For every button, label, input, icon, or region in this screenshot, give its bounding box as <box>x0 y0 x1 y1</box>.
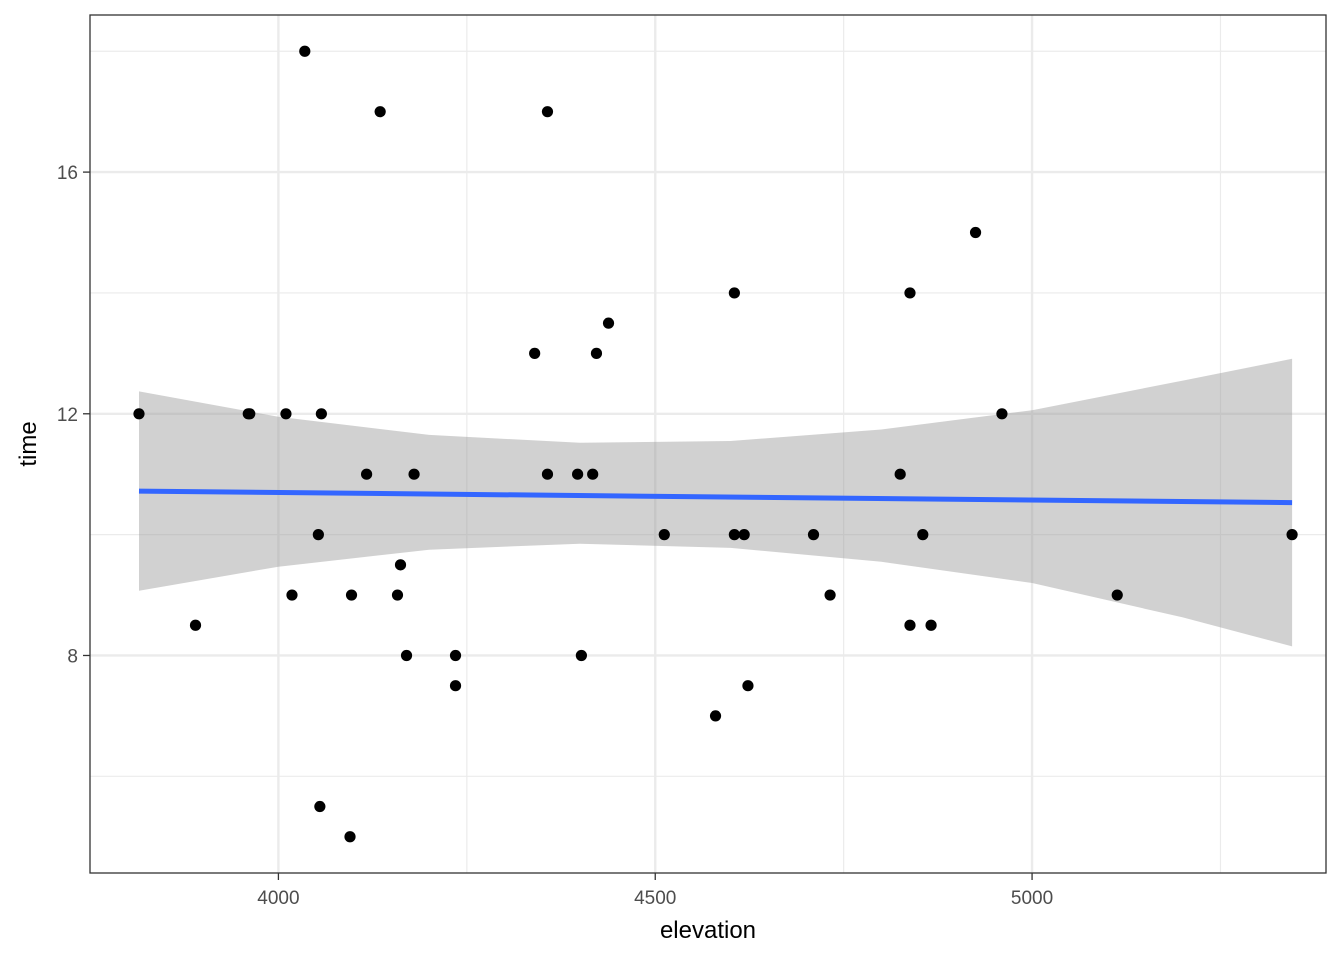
data-point-39 <box>917 529 929 541</box>
data-point-41 <box>969 226 982 239</box>
data-point-43 <box>1111 589 1123 601</box>
data-point-0 <box>133 408 145 420</box>
y-axis: 8 12 16 <box>57 163 90 667</box>
y-axis-title: time <box>15 421 42 466</box>
data-point-20 <box>529 347 541 359</box>
y-tick-label-2: 16 <box>57 163 78 184</box>
data-point-3 <box>244 408 256 420</box>
data-point-10 <box>344 831 356 843</box>
major-gridlines <box>90 15 1326 873</box>
data-point-6 <box>299 45 311 57</box>
x-axis-title: elevation <box>660 917 756 944</box>
data-point-30 <box>728 287 740 299</box>
data-point-38 <box>904 619 916 631</box>
data-point-26 <box>590 347 603 359</box>
minor-gridlines <box>90 15 1326 873</box>
x-axis: 4000 4500 5000 <box>257 873 1053 909</box>
data-point-4 <box>280 408 292 420</box>
confidence-band <box>139 358 1293 647</box>
data-point-7 <box>312 529 324 541</box>
data-point-25 <box>587 468 599 480</box>
data-point-12 <box>360 468 373 480</box>
data-point-5 <box>286 589 298 601</box>
data-point-14 <box>391 589 404 601</box>
data-point-23 <box>572 468 584 480</box>
data-point-37 <box>904 287 916 299</box>
x-tick-label-0: 4000 <box>257 888 299 909</box>
data-point-19 <box>449 680 462 692</box>
trend-line <box>138 488 1293 506</box>
data-point-29 <box>709 710 722 722</box>
data-point-32 <box>738 529 750 541</box>
data-point-11 <box>345 589 358 601</box>
data-point-27 <box>602 317 615 329</box>
data-point-28 <box>658 529 670 541</box>
data-point-35 <box>824 589 836 601</box>
data-point-44 <box>1286 529 1298 541</box>
data-point-22 <box>541 468 554 480</box>
data-point-1 <box>189 619 202 631</box>
data-point-8 <box>314 800 326 813</box>
data-points <box>133 45 1298 843</box>
data-point-36 <box>894 468 906 480</box>
data-point-16 <box>400 649 413 662</box>
x-tick-label-2: 5000 <box>1011 888 1053 909</box>
y-tick-label-0: 8 <box>67 646 78 667</box>
data-point-9 <box>315 408 327 420</box>
data-point-21 <box>541 106 554 118</box>
data-point-13 <box>374 106 386 118</box>
panel-border <box>89 14 1327 874</box>
data-point-33 <box>742 680 754 692</box>
data-point-31 <box>728 529 740 541</box>
data-point-34 <box>807 529 820 541</box>
x-tick-label-1: 4500 <box>634 888 676 909</box>
data-point-24 <box>575 649 587 662</box>
data-point-15 <box>394 559 407 571</box>
data-point-17 <box>408 468 420 480</box>
data-point-18 <box>449 649 462 662</box>
panel-background <box>90 15 1326 873</box>
data-point-42 <box>996 408 1008 420</box>
y-tick-label-1: 12 <box>57 405 78 426</box>
data-point-40 <box>925 619 937 631</box>
